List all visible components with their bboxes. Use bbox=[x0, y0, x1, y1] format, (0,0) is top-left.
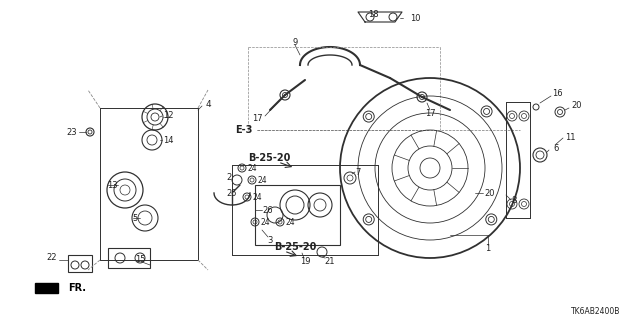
Text: 10: 10 bbox=[410, 13, 420, 22]
Text: B-25-20: B-25-20 bbox=[274, 242, 316, 252]
Text: 4: 4 bbox=[205, 100, 211, 108]
Text: 8: 8 bbox=[511, 196, 516, 204]
Text: E-3: E-3 bbox=[236, 125, 253, 135]
Text: 15: 15 bbox=[135, 255, 145, 265]
Text: 24: 24 bbox=[285, 218, 295, 227]
Text: 24: 24 bbox=[257, 175, 267, 185]
Text: 24: 24 bbox=[260, 218, 270, 227]
Text: 25: 25 bbox=[227, 188, 237, 197]
Text: 7: 7 bbox=[355, 167, 361, 177]
Text: TK6AB2400B: TK6AB2400B bbox=[571, 307, 620, 316]
Text: 13: 13 bbox=[107, 180, 117, 189]
Text: 20: 20 bbox=[572, 100, 582, 109]
Text: 9: 9 bbox=[292, 37, 298, 46]
Text: 19: 19 bbox=[300, 258, 310, 267]
Text: 14: 14 bbox=[163, 135, 173, 145]
Text: 1: 1 bbox=[485, 244, 491, 252]
Polygon shape bbox=[35, 283, 58, 293]
Text: B-25-20: B-25-20 bbox=[248, 153, 291, 163]
Text: 3: 3 bbox=[268, 236, 273, 244]
Text: 17: 17 bbox=[425, 108, 435, 117]
Text: 23: 23 bbox=[67, 127, 77, 137]
Text: 22: 22 bbox=[47, 253, 57, 262]
Text: 5: 5 bbox=[132, 213, 138, 222]
Text: 26: 26 bbox=[262, 205, 273, 214]
Text: 2: 2 bbox=[227, 172, 232, 181]
Text: 18: 18 bbox=[368, 10, 378, 19]
Text: 16: 16 bbox=[552, 89, 563, 98]
Text: 24: 24 bbox=[247, 164, 257, 172]
Text: 11: 11 bbox=[564, 132, 575, 141]
Text: 24: 24 bbox=[252, 193, 262, 202]
Text: 6: 6 bbox=[554, 143, 559, 153]
Text: 21: 21 bbox=[324, 258, 335, 267]
Text: 12: 12 bbox=[163, 110, 173, 119]
Text: FR.: FR. bbox=[68, 283, 86, 293]
Text: 20: 20 bbox=[484, 188, 495, 197]
Text: 17: 17 bbox=[252, 114, 262, 123]
